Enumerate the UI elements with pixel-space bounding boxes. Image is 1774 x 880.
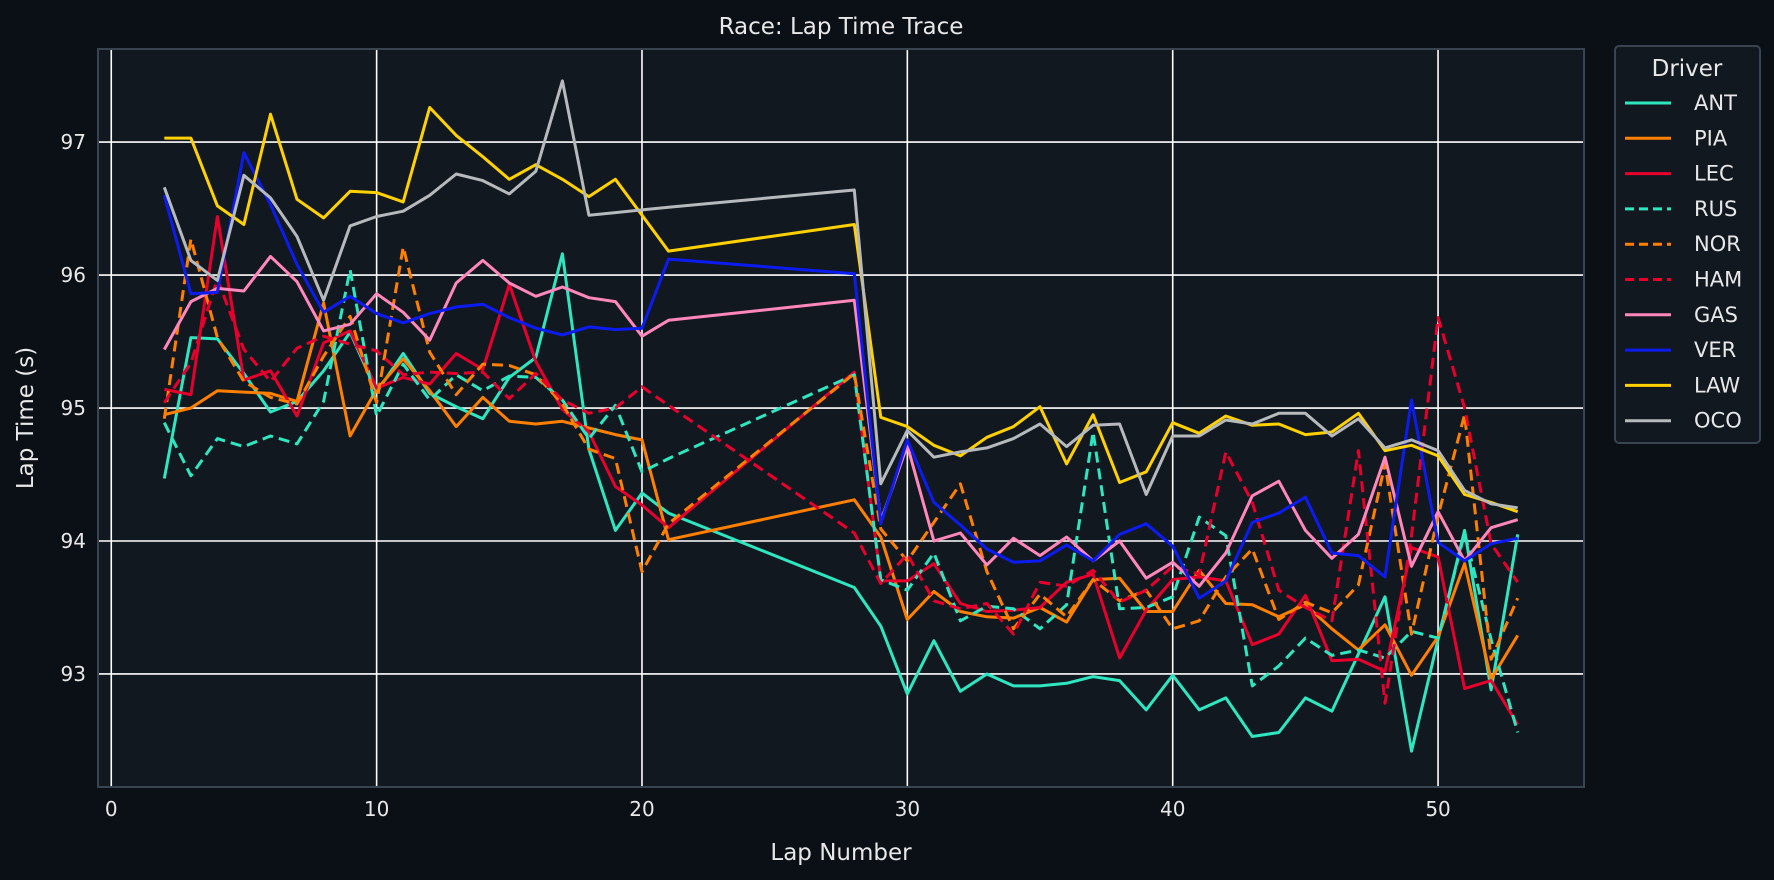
x-tick-label: 50 [1425, 797, 1450, 821]
x-tick-label: 0 [105, 797, 118, 821]
x-tick-labels: 0 10 20 30 40 50 [105, 797, 1451, 821]
grid-lines [98, 49, 1584, 787]
series-line-rus [162, 268, 1520, 733]
legend-label-ham: HAM [1694, 268, 1742, 292]
y-tick-label: 96 [61, 263, 86, 287]
x-tick-label: 20 [629, 797, 654, 821]
y-axis-label: Lap Time (s) [13, 347, 39, 489]
legend-label-nor: NOR [1694, 232, 1741, 256]
y-tick-labels: 93 94 95 96 97 [61, 130, 86, 686]
x-axis-label: Lap Number [770, 840, 912, 866]
series-line-oco [162, 79, 1518, 510]
series-line-pia [163, 301, 1519, 681]
legend-label-lec: LEC [1694, 162, 1734, 186]
x-tick-label: 10 [364, 797, 389, 821]
y-tick-label: 97 [61, 130, 86, 154]
y-tick-label: 93 [61, 662, 86, 686]
series-line-ham [163, 277, 1519, 705]
legend-label-rus: RUS [1694, 197, 1737, 221]
legend-label-law: LAW [1694, 373, 1740, 397]
legend-box [1614, 45, 1761, 444]
chart-title: Race: Lap Time Trace [719, 14, 964, 40]
y-tick-label: 95 [61, 396, 86, 420]
legend-label-gas: GAS [1694, 303, 1738, 327]
x-tick-label: 30 [895, 797, 920, 821]
y-tick-label: 94 [61, 529, 86, 553]
legend-label-oco: OCO [1694, 409, 1742, 433]
series-line-law [164, 106, 1519, 514]
legend-label-ver: VER [1694, 338, 1736, 362]
x-tick-label: 40 [1160, 797, 1185, 821]
legend: Driver ANT PIA LEC RUS NOR HAM GAS VER LAW OCO [1614, 45, 1761, 444]
series-line-ver [162, 151, 1518, 600]
legend-label-pia: PIA [1694, 126, 1728, 150]
plot-frame [97, 48, 1585, 788]
legend-title: Driver [1652, 56, 1723, 82]
legend-label-ant: ANT [1694, 91, 1737, 115]
series-lines [162, 79, 1520, 753]
series-line-gas [162, 254, 1519, 588]
